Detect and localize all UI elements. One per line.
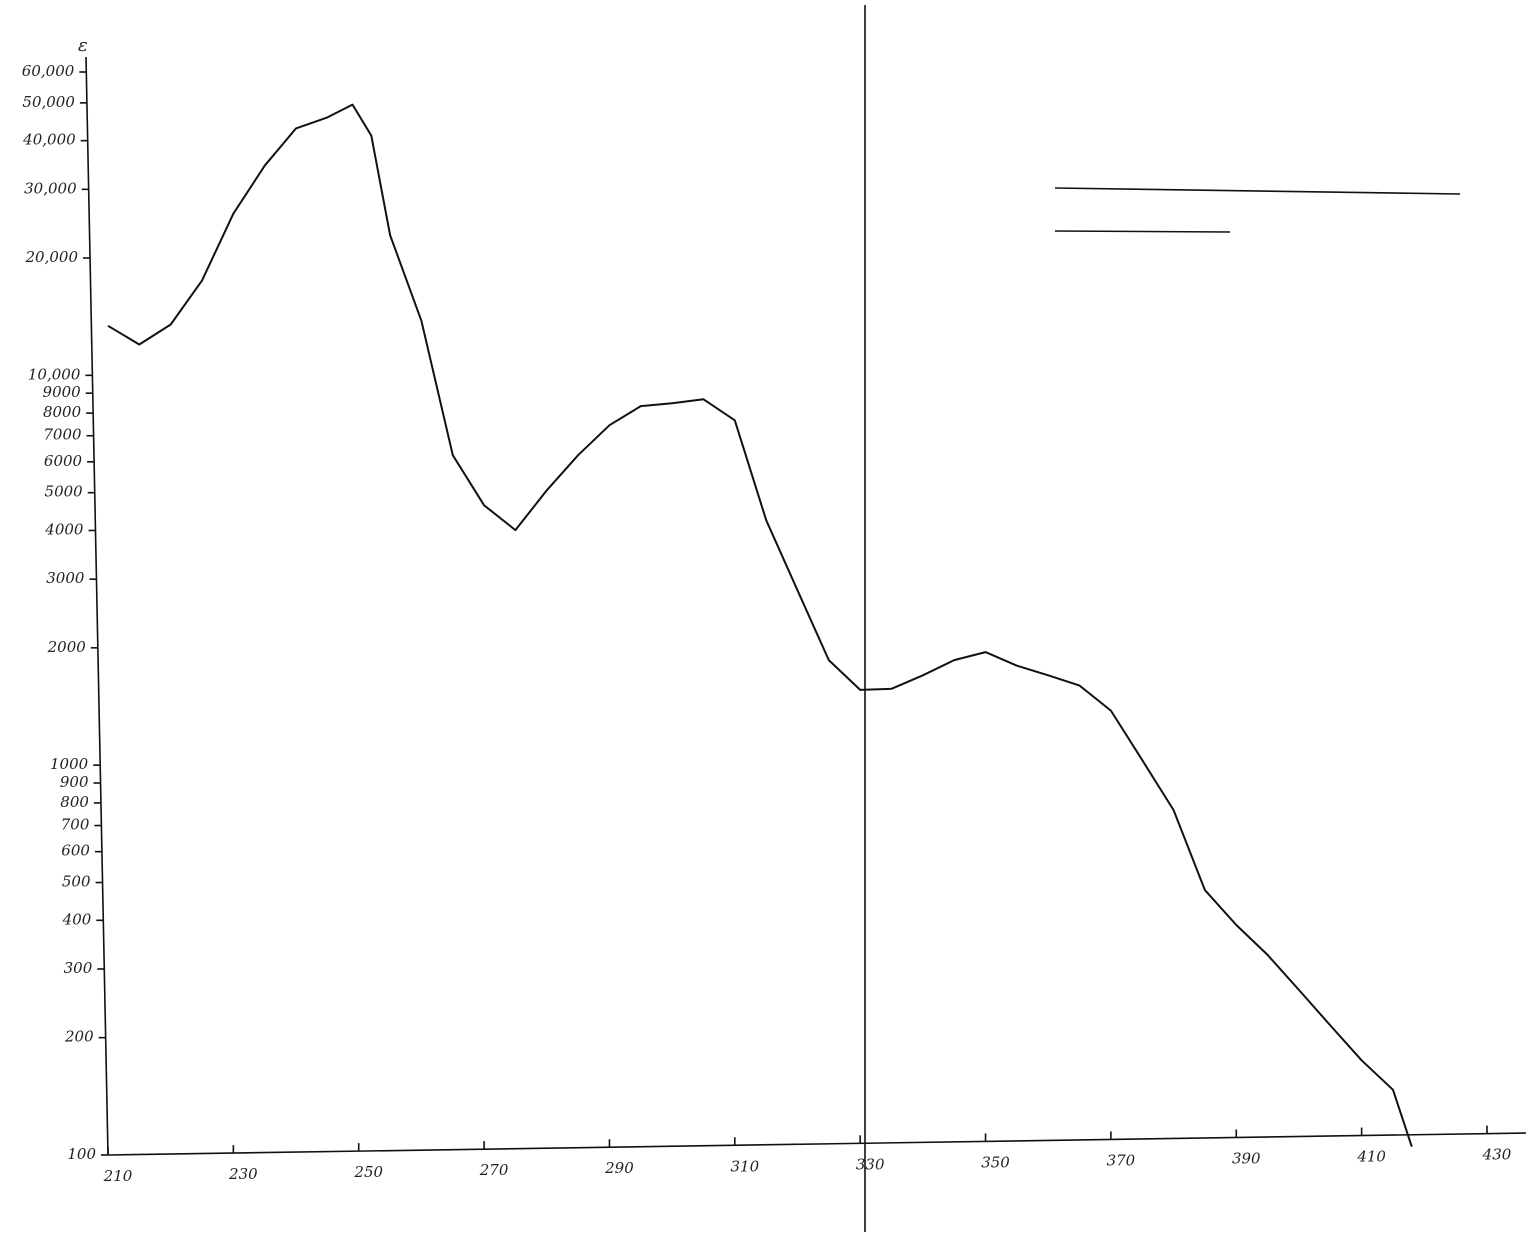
y-tick-label: 500 [62,873,91,891]
x-tick-label: 290 [604,1159,634,1177]
x-tick-label: 350 [981,1153,1010,1171]
y-tick-label: 900 [60,773,89,791]
y-tick-label: 50,000 [22,93,75,111]
y-tick-label: 9000 [43,383,82,401]
y-tick-label: 8000 [43,403,82,421]
x-axis [107,1132,1526,1156]
y-tick-label: 600 [61,842,90,860]
x-tick-label: 210 [103,1167,133,1185]
x-tick-label: 250 [353,1163,383,1181]
y-axis [85,56,109,1156]
y-tick-label: 5000 [45,483,84,501]
y-tick-label: 100 [67,1145,96,1163]
y-tick-label: 200 [64,1028,94,1046]
y-tick-label: 1000 [50,755,89,773]
y-tick-label: 4000 [44,520,84,538]
x-tick-label: 230 [228,1165,258,1183]
x-tick-label: 410 [1356,1148,1386,1166]
x-tick-label: 270 [479,1161,509,1179]
x-tick-label: 390 [1232,1149,1261,1167]
y-tick-label: 3000 [46,569,85,587]
y-tick-label: 400 [62,910,92,928]
spectrum-line [107,103,1413,1148]
x-tick-label: 430 [1482,1146,1512,1164]
redacted-line [1054,230,1231,233]
y-tick-label: 6000 [44,452,83,470]
y-tick-label: 800 [60,793,89,811]
redacted-line [1054,187,1461,195]
y-tick-label: 10,000 [28,365,81,383]
x-tick-label: 370 [1107,1151,1136,1169]
y-tick-label: 40,000 [22,131,76,149]
y-tick-label: 60,000 [22,62,75,80]
x-tick-label: 330 [856,1155,885,1173]
y-tick-label: 7000 [43,426,82,444]
y-tick-label: 20,000 [25,248,79,266]
y-axis-label: ε [78,35,88,56]
x-tick-label: 310 [730,1157,759,1175]
y-tick-label: 700 [61,816,90,834]
y-tick-label: 300 [64,959,93,977]
y-tick-label: 2000 [47,638,87,656]
y-tick-label: 30,000 [24,179,77,197]
